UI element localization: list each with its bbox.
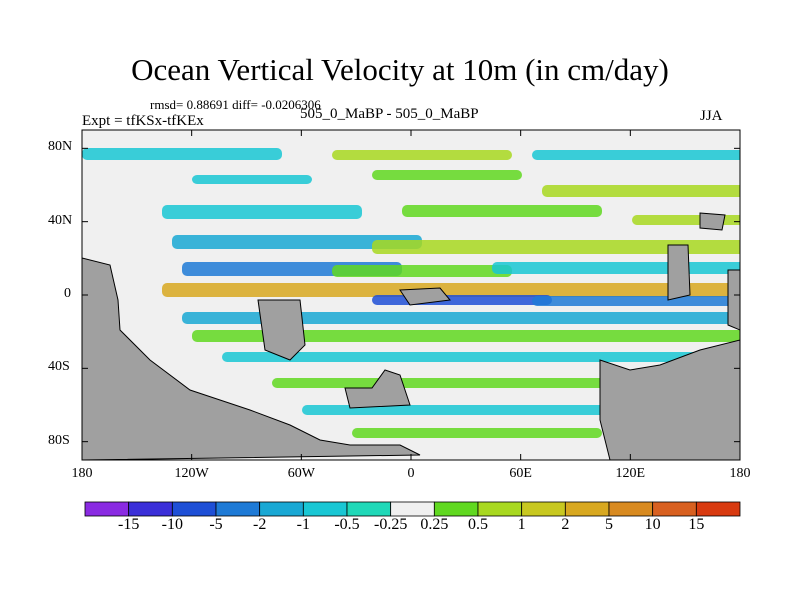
colorbar-label: -10 [161,516,183,533]
land-masks [82,212,740,460]
season-label: JJA [700,108,723,124]
field-band [162,283,740,297]
x-tick-label: 120E [615,466,646,481]
field-band [532,296,740,306]
colorbar-swatch [302,501,348,517]
field-band [302,405,652,415]
field-band [492,262,740,274]
colorbar-swatch [215,501,261,517]
colorbar-swatch [695,501,741,517]
land-americas [82,257,421,460]
y-tick-label: 40S [48,359,70,375]
land-africa-block [344,369,411,409]
x-tick-label: 120W [174,466,209,481]
colorbar-swatch [128,501,173,517]
colorbar-label: -0.5 [334,516,360,533]
field-band [352,428,602,438]
land-antarctica-east [599,339,740,460]
land-equator-island [399,287,451,306]
land-australia-strip [667,244,691,301]
x-tick-label: 180 [71,466,93,481]
colorbar-swatch [259,501,304,517]
y-tick-label: 80S [48,432,70,448]
colorbar-label: 1 [517,516,526,533]
stats-line: rmsd= 0.88691 diff= -0.0206306 [150,97,321,112]
field-band [192,175,312,184]
land-ne-pacific [699,212,726,231]
x-tick-label: 180 [729,466,751,481]
land-south-america-block [257,299,306,361]
colorbar-label: -2 [252,516,267,533]
colorbar-swatch [652,501,697,517]
colorbar-label: -1 [296,516,310,533]
colorbar-swatch [84,501,130,517]
colorbar-swatch [346,501,392,517]
y-tick-label: 80N [48,139,73,155]
colorbar-label: -15 [117,516,140,533]
colorbar-label: -5 [209,516,223,533]
field-band [332,265,512,277]
colorbar-label: 5 [605,516,613,533]
expt-label: Expt = tfKSx-tfKEx [82,113,204,129]
y-tick-label: 0 [64,286,71,301]
land-east-edge [727,269,740,331]
field-band [542,185,740,197]
colorbar-label: 0.5 [468,516,488,533]
field-band [372,240,740,254]
x-tick-label: 0 [407,466,415,481]
x-tick-label: 60E [509,466,532,481]
field-band [162,205,362,219]
field-band [182,312,740,324]
colorbar-label: 15 [688,516,705,533]
colorbar-swatch [171,501,217,517]
colorbar-swatch [477,501,523,517]
chart-title: Ocean Vertical Velocity at 10m (in cm/da… [131,52,669,87]
field-band [632,215,740,225]
field-band [222,352,722,362]
field-band [172,235,422,249]
x-tick-label: 60W [287,466,315,481]
field-band [332,150,512,160]
field-band [532,150,740,160]
field-band [372,170,522,180]
field-band [82,148,282,160]
colorbar-swatch [608,501,654,517]
colorbar-swatch [390,501,435,517]
colorbar-label: 0.25 [420,516,449,533]
y-tick-label: 40N [48,212,73,228]
field-band [372,295,552,305]
field-band [402,205,602,217]
map-field [82,130,740,460]
colorbar-label: 2 [561,516,570,533]
colorbar-label: 10 [644,516,661,533]
colorbar-swatch [433,501,479,517]
colorbar-swatch [521,501,566,517]
colorbar-label: -0.25 [373,516,408,533]
case-label: 505_0_MaBP - 505_0_MaBP [300,106,479,122]
field-band [192,330,740,342]
colorbar-swatch [564,501,610,517]
